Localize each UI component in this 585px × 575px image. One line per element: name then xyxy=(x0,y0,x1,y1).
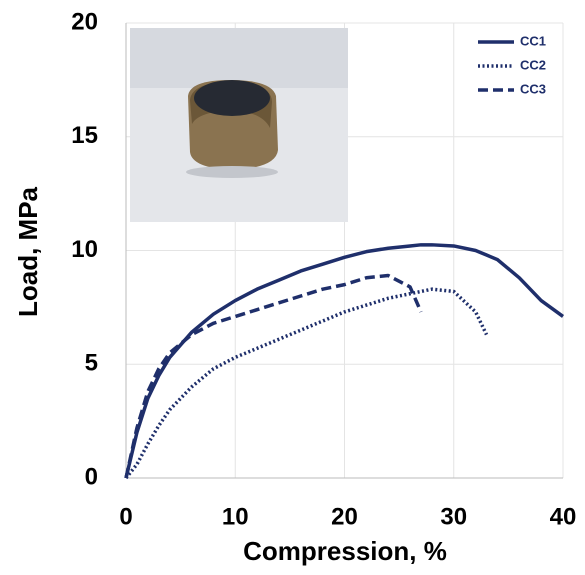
x-tick-label: 10 xyxy=(222,503,249,530)
x-tick-label: 30 xyxy=(440,503,467,530)
legend-label: CC1 xyxy=(520,33,546,48)
x-tick-label: 40 xyxy=(550,503,577,530)
series-line xyxy=(124,243,565,479)
x-axis-title: Compression, % xyxy=(243,536,447,566)
legend-label: CC2 xyxy=(520,57,546,72)
x-tick-label: 0 xyxy=(119,503,132,530)
y-tick-label: 10 xyxy=(71,236,98,263)
inset-photo xyxy=(130,28,348,222)
y-tick-label: 15 xyxy=(71,122,98,149)
photo-shadow xyxy=(186,166,278,178)
series-line xyxy=(124,273,423,479)
photo-wall xyxy=(130,28,348,88)
x-tick-label: 20 xyxy=(331,503,358,530)
series-line xyxy=(124,287,489,480)
y-tick-label: 0 xyxy=(85,463,98,490)
photo-sample-top xyxy=(194,80,270,116)
y-tick-label: 5 xyxy=(85,350,98,377)
y-tick-label: 20 xyxy=(71,8,98,35)
y-axis-title: Load, MPa xyxy=(13,186,43,317)
legend-label: CC3 xyxy=(520,81,546,96)
